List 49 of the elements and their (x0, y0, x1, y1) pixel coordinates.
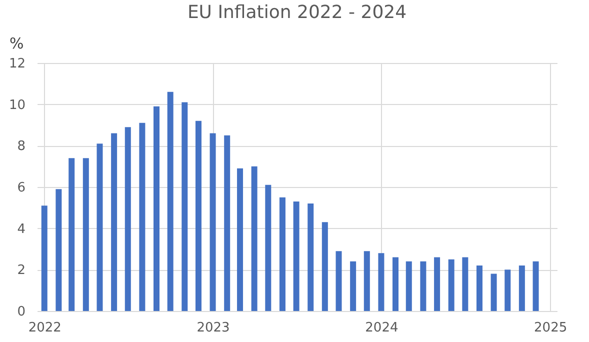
bar (237, 168, 244, 311)
y-tick-label: 12 (8, 56, 26, 72)
chart-title: EU Inflation 2022 - 2024 (187, 2, 407, 23)
bar (364, 251, 370, 311)
y-axis-title: % (10, 34, 24, 52)
x-tick-label: 2022 (28, 320, 62, 336)
bar (167, 92, 174, 311)
x-tick-label: 2023 (196, 320, 230, 336)
bar (518, 266, 525, 311)
bar (293, 201, 300, 311)
x-tick-label: 2024 (365, 320, 398, 336)
bar (308, 204, 314, 311)
bar (490, 274, 497, 311)
bar (420, 261, 426, 311)
bar (111, 133, 118, 311)
bar (378, 253, 384, 311)
x-tick-label: 2025 (534, 320, 568, 336)
bar (41, 206, 48, 311)
bar (251, 166, 258, 311)
bar (434, 257, 440, 311)
bar (195, 120, 202, 311)
bar (336, 251, 342, 311)
y-tick-label: 2 (17, 263, 26, 278)
bar (448, 259, 454, 311)
bar (476, 266, 482, 311)
bar (532, 261, 539, 311)
bar (68, 158, 75, 311)
bar (322, 222, 328, 311)
bar (462, 257, 468, 311)
y-tick-label: 0 (17, 304, 26, 320)
bar (182, 102, 188, 311)
y-tick-label: 8 (17, 139, 26, 154)
bar (154, 106, 160, 311)
y-tick-label: 6 (17, 180, 26, 196)
y-tick-label: 4 (17, 222, 26, 237)
bar (406, 261, 412, 311)
bar (139, 122, 146, 311)
bar (350, 261, 356, 311)
bar (56, 189, 62, 311)
bar (124, 127, 131, 311)
bar (224, 135, 230, 311)
bar (279, 197, 286, 311)
bar (265, 184, 272, 311)
bar (96, 144, 103, 311)
bar (392, 257, 399, 311)
bar (210, 133, 216, 311)
y-tick-label: 10 (8, 98, 26, 113)
bar (82, 158, 89, 311)
bar (504, 270, 511, 311)
